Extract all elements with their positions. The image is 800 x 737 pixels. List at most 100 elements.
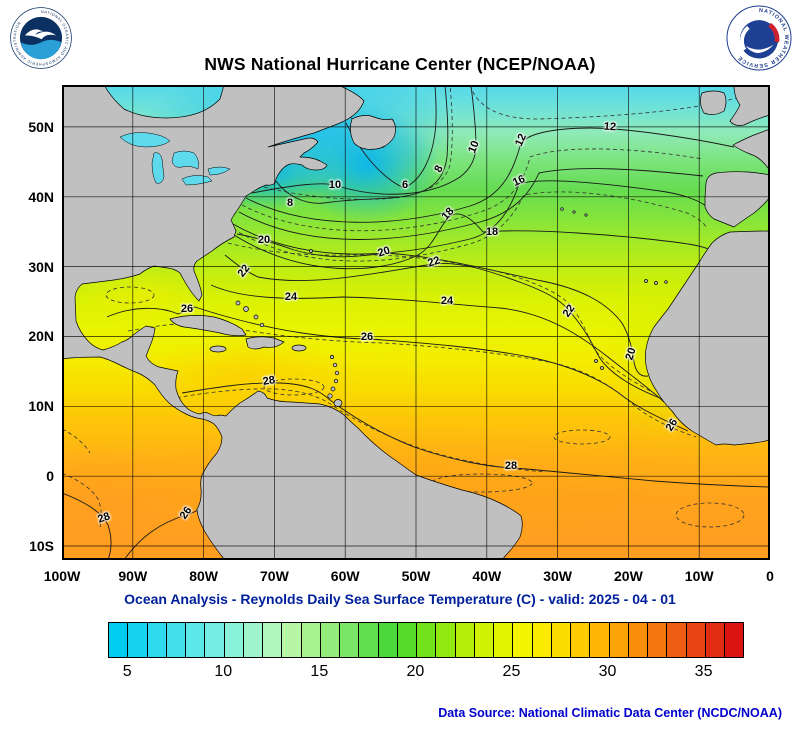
colorbar-segment-5 — [128, 623, 148, 657]
lake-michigan — [151, 152, 165, 184]
colorbar-segment-14 — [301, 623, 321, 657]
colorbar-segment-25 — [513, 623, 533, 657]
land-africa — [644, 230, 770, 446]
sst-map-canvas — [62, 85, 770, 560]
lon-tick-50W: 50W — [401, 568, 431, 584]
colorbar-segment-12 — [263, 623, 283, 657]
contour-line-10 — [251, 85, 477, 195]
lake-ontario — [207, 166, 231, 176]
contour-line-20 — [236, 233, 649, 377]
lon-tick-100W: 100W — [43, 568, 81, 584]
colorbar-segment-23 — [474, 623, 494, 657]
sst-map — [62, 85, 770, 560]
contour-line-24 — [210, 284, 665, 403]
lat-tick-50N: 50N — [28, 118, 54, 135]
page-title: NWS National Hurricane Center (NCEP/NOAA… — [204, 54, 596, 74]
colorbar-tick-35: 35 — [694, 663, 713, 680]
colorbar-segment-9 — [205, 623, 225, 657]
colorbar-segment-18 — [378, 623, 398, 657]
colorbar-segment-35 — [705, 623, 725, 657]
lon-tick-60W: 60W — [330, 568, 360, 584]
colorbar-tick-30: 30 — [598, 663, 617, 680]
land-jamaica — [209, 345, 227, 353]
nws-warm-front-icon — [768, 22, 780, 43]
lat-tick-20N: 20N — [28, 328, 54, 345]
colorbar-segment-27 — [551, 623, 571, 657]
lon-tick-0: 0 — [766, 568, 774, 584]
colorbar-segment-21 — [436, 623, 456, 657]
colorbar-segment-33 — [667, 623, 687, 657]
lat-tick-10S: 10S — [29, 538, 54, 554]
grid-parallels — [62, 126, 770, 547]
colorbar-segment-36 — [725, 623, 744, 657]
colorbar-segment-6 — [147, 623, 167, 657]
land-masses — [62, 85, 770, 560]
colorbar-segment-32 — [648, 623, 668, 657]
colorbar-tick-25: 25 — [502, 663, 521, 680]
land-puerto-rico — [291, 344, 307, 352]
colorbar-segment-22 — [455, 623, 475, 657]
data-source: Data Source: National Climatic Data Cent… — [438, 706, 782, 720]
lon-tick-70W: 70W — [259, 568, 289, 584]
land-trinidad — [333, 399, 343, 407]
lon-tick-80W: 80W — [189, 568, 218, 584]
colorbar-segment-7 — [166, 623, 186, 657]
lon-tick-40W: 40W — [472, 568, 502, 584]
colorbar-segment-29 — [590, 623, 610, 657]
lon-tick-30W: 30W — [543, 568, 572, 584]
nws-cold-front-icon — [739, 25, 750, 51]
lat-tick-10N: 10N — [28, 398, 54, 415]
colorbar-segment-30 — [609, 623, 629, 657]
colorbar — [108, 622, 744, 658]
land-ireland — [700, 90, 727, 115]
colorbar-segment-20 — [417, 623, 437, 657]
noaa-logo: NATIONAL OCEANIC AND ATMOSPHERIC ADMINIS… — [10, 7, 72, 69]
contour-line-18 — [233, 213, 709, 270]
colorbar-tick-20: 20 — [406, 663, 425, 680]
lat-tick-0: 0 — [46, 468, 54, 485]
colorbar-segment-17 — [359, 623, 379, 657]
colorbar-segment-8 — [186, 623, 206, 657]
noaa-seagull-icon — [24, 29, 56, 40]
grid-meridians — [132, 85, 700, 560]
lon-tick-10W: 10W — [684, 568, 714, 584]
land-france — [732, 128, 770, 172]
contour-line-22 — [224, 254, 661, 399]
colorbar-tick-15: 15 — [310, 663, 329, 680]
map-frame — [62, 85, 770, 560]
lake-erie — [181, 175, 213, 186]
colorbar-tick-5: 5 — [122, 663, 132, 680]
lon-tick-90W: 90W — [118, 568, 148, 584]
caption: Ocean Analysis - Reynolds Daily Sea Surf… — [124, 591, 676, 607]
nws-logo: NATIONAL WEATHER SERVICE — [726, 5, 792, 71]
colorbar-segment-16 — [340, 623, 360, 657]
land-newfoundland — [350, 115, 396, 150]
contour-line-6 — [345, 85, 437, 189]
contour-line-28 — [181, 382, 770, 488]
contour-line-28-pacific — [62, 492, 112, 560]
colorbar-segment-11 — [243, 623, 263, 657]
colorbar-segment-31 — [628, 623, 648, 657]
colorbar-segment-34 — [686, 623, 706, 657]
lon-tick-20W: 20W — [613, 568, 643, 584]
lat-tick-30N: 30N — [28, 258, 54, 275]
contour-line-12 — [245, 127, 735, 223]
colorbar-segment-24 — [494, 623, 514, 657]
lat-tick-40N: 40N — [28, 188, 54, 205]
colorbar-segment-10 — [224, 623, 244, 657]
colorbar-segment-13 — [282, 623, 302, 657]
colorbar-tick-10: 10 — [214, 663, 233, 680]
contour-line-14 — [238, 168, 704, 240]
land-bermuda — [309, 249, 313, 253]
colorbar-segment-28 — [571, 623, 591, 657]
colorbar-segment-4 — [109, 623, 129, 657]
nws-swoosh-icon — [745, 44, 774, 54]
noaa-emblem-sea — [20, 39, 62, 60]
land-britain — [729, 85, 770, 126]
colorbar-segment-15 — [320, 623, 340, 657]
land-cuba — [169, 315, 247, 337]
colorbar-segment-26 — [532, 623, 552, 657]
colorbar-segment-19 — [397, 623, 417, 657]
land-americas — [62, 85, 523, 560]
